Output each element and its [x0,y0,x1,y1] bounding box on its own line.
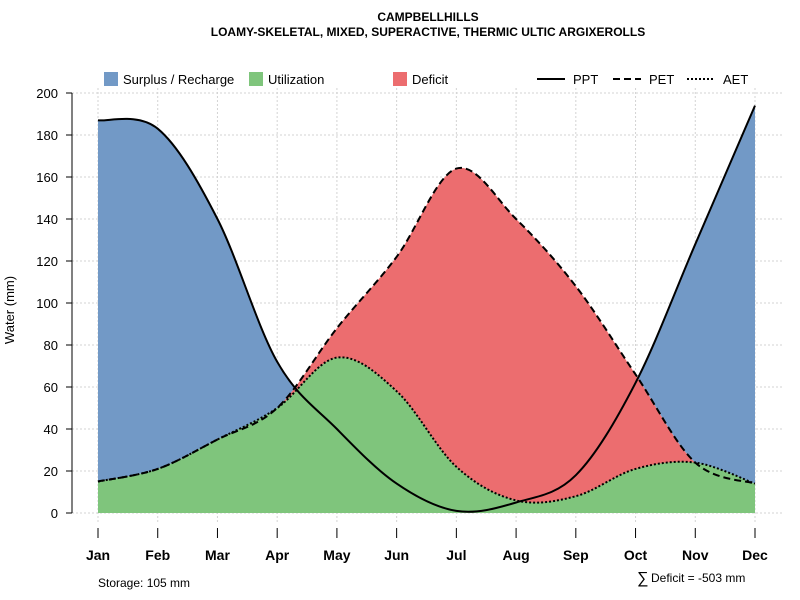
x-tick-label: Mar [205,547,230,563]
legend-label: AET [723,72,748,87]
y-tick-label: 80 [44,338,58,353]
x-tick-label: Dec [742,547,768,563]
y-tick-label: 40 [44,422,58,437]
y-tick-label: 100 [36,296,58,311]
series-line-pet [97,166,756,485]
y-tick-label: 200 [36,86,58,101]
axes: 0 20 40 60 80 100 120 140 160 180 200 Jan Feb Mar Apr M… [36,86,768,563]
legend-label: Utilization [268,72,324,87]
legend-swatch [104,72,118,86]
x-tick-label: Aug [502,547,529,563]
chart-subtitle: LOAMY-SKELETAL, MIXED, SUPERACTIVE, THER… [211,25,645,39]
x-tick-label: Jan [86,547,110,563]
series-lines [97,105,756,513]
y-tick-label: 120 [36,254,58,269]
y-tick-label: 160 [36,170,58,185]
legend-swatch [249,72,263,86]
legend-label: Deficit [412,72,449,87]
x-tick-label: Oct [624,547,648,563]
y-tick-label: 60 [44,380,58,395]
legend-label: PET [649,72,674,87]
y-tick-label: 140 [36,212,58,227]
x-tick-label: Apr [265,547,290,563]
y-tick-label: 180 [36,128,58,143]
x-tick-label: May [323,547,350,563]
legend-label: PPT [573,72,598,87]
deficit-note: Deficit = -503 mm [651,571,745,585]
legend-swatch [393,72,407,86]
x-tick-label: Feb [145,547,170,563]
legend-label: Surplus / Recharge [123,72,234,87]
x-tick-label: Nov [682,547,709,563]
chart-title: CAMPBELLHILLS [377,10,478,24]
x-tick-label: Sep [563,547,589,563]
x-tick-label: Jun [384,547,409,563]
y-axis-label: Water (mm) [2,276,17,344]
y-tick-label: 20 [44,464,58,479]
series-line-aet [97,356,756,504]
x-tick-label: Jul [446,547,466,563]
series-line-ppt [97,105,756,513]
sum-symbol: ∑ [637,570,648,587]
legend: Surplus / Recharge Utilization Deficit PPT P… [104,72,748,87]
y-tick-label: 0 [51,506,58,521]
storage-note: Storage: 105 mm [98,576,190,590]
